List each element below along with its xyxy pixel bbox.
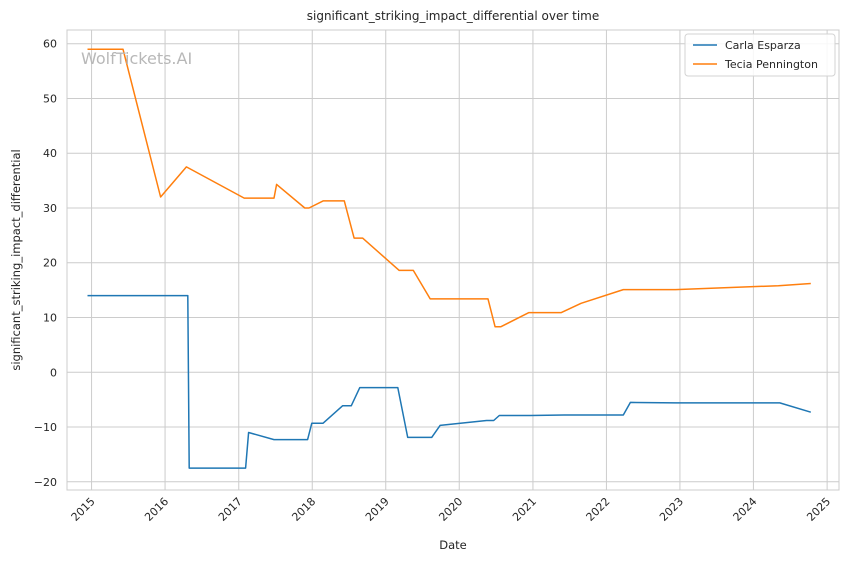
x-axis-label: Date	[439, 538, 467, 552]
legend-frame	[684, 33, 836, 77]
legend-label-carla-esparza: Carla Esparza	[725, 39, 801, 52]
y-tick-label: 50	[43, 92, 57, 105]
series-line-carla-esparza	[87, 294, 812, 469]
y-axis-label: significant_striking_impact_differential	[9, 149, 23, 370]
legend: Carla Esparza Tecia Pennington	[684, 33, 836, 77]
plot-frame	[66, 29, 840, 491]
y-tick-label: 60	[43, 38, 57, 51]
grid-lines	[67, 30, 839, 490]
y-tick-label: −10	[34, 421, 57, 434]
watermark: WolfTickets.AI	[81, 49, 192, 68]
y-tick-label: 0	[50, 366, 57, 379]
series-lines	[87, 48, 812, 469]
y-tick-label: 40	[43, 147, 57, 160]
series-line-tecia-pennington	[87, 48, 811, 328]
y-tick-label: −20	[34, 476, 57, 489]
y-tick-label: 10	[43, 312, 57, 325]
chart-title: significant_striking_impact_differential…	[307, 9, 599, 23]
y-tick-label: 20	[43, 257, 57, 270]
legend-label-tecia-pennington: Tecia Pennington	[724, 58, 818, 71]
y-tick-label: 30	[43, 202, 57, 215]
